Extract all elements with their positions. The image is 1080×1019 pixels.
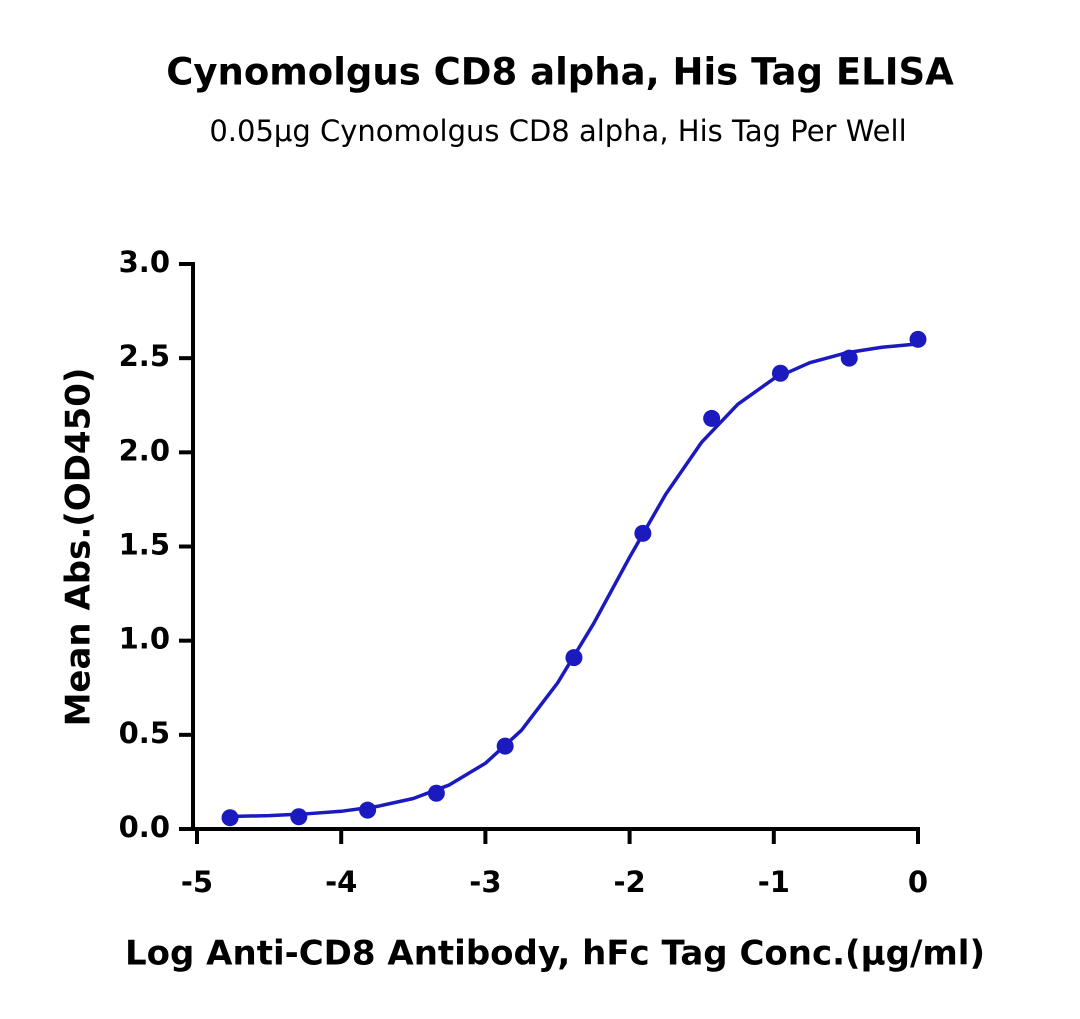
chart-title: Cynomolgus CD8 alpha, His Tag ELISA [166, 51, 954, 94]
y-tick-label: 1.5 [119, 528, 170, 562]
y-tick-label: 1.0 [119, 622, 170, 656]
y-tick-label: 2.0 [119, 433, 170, 467]
data-point [634, 524, 652, 542]
data-point [703, 409, 721, 427]
data-point [359, 801, 377, 819]
data-point [840, 349, 858, 367]
data-point [771, 364, 789, 382]
y-tick-label: 0.0 [119, 810, 170, 844]
y-axis-label: Mean Abs.(OD450) [59, 368, 99, 727]
data-point [565, 649, 583, 667]
x-tick-label: -1 [758, 865, 790, 899]
x-tick-label: -4 [325, 865, 357, 899]
fit-curve [233, 342, 919, 819]
data-point [496, 737, 514, 755]
data-point [290, 808, 308, 826]
x-tick-label: 0 [908, 865, 928, 899]
y-tick-label: 2.5 [119, 339, 170, 373]
data-point [221, 809, 239, 827]
data-point [909, 330, 927, 348]
x-tick-label: -2 [613, 865, 645, 899]
x-tick-label: -5 [181, 865, 213, 899]
x-axis-label: Log Anti-CD8 Antibody, hFc Tag Conc.(μg/… [125, 934, 985, 974]
y-tick-label: 3.0 [119, 245, 170, 279]
y-tick-label: 0.5 [119, 716, 170, 750]
chart-subtitle: 0.05μg Cynomolgus CD8 alpha, His Tag Per… [209, 114, 906, 148]
data-point [427, 784, 445, 802]
x-tick-label: -3 [469, 865, 501, 899]
